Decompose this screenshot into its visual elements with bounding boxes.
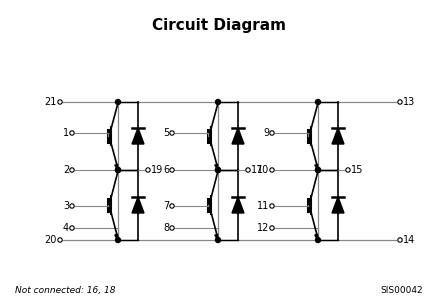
Polygon shape — [132, 197, 144, 213]
Text: 4: 4 — [63, 223, 69, 233]
Text: 5: 5 — [163, 128, 169, 138]
Polygon shape — [215, 234, 218, 240]
Circle shape — [398, 238, 402, 242]
Circle shape — [246, 168, 250, 172]
Circle shape — [215, 167, 220, 173]
Text: 3: 3 — [63, 201, 69, 211]
Polygon shape — [115, 164, 118, 170]
Circle shape — [215, 237, 220, 242]
Circle shape — [116, 167, 120, 173]
Text: 13: 13 — [403, 97, 415, 107]
Circle shape — [116, 167, 120, 173]
Circle shape — [170, 131, 174, 135]
Circle shape — [116, 99, 120, 105]
Text: 17: 17 — [251, 165, 263, 175]
Text: 7: 7 — [163, 201, 169, 211]
Circle shape — [215, 99, 220, 105]
Polygon shape — [232, 128, 244, 144]
Text: SIS00042: SIS00042 — [380, 286, 423, 295]
Text: 8: 8 — [163, 223, 169, 233]
Text: 10: 10 — [257, 165, 269, 175]
Circle shape — [398, 100, 402, 104]
Text: 14: 14 — [403, 235, 415, 245]
Polygon shape — [315, 234, 318, 240]
Circle shape — [315, 167, 321, 173]
Text: Not connected: 16, 18: Not connected: 16, 18 — [15, 286, 116, 295]
Circle shape — [346, 168, 350, 172]
Polygon shape — [332, 197, 344, 213]
Polygon shape — [332, 128, 344, 144]
Text: 15: 15 — [351, 165, 364, 175]
Circle shape — [70, 168, 74, 172]
Polygon shape — [132, 128, 144, 144]
Circle shape — [70, 226, 74, 230]
Circle shape — [58, 238, 62, 242]
Text: 2: 2 — [63, 165, 69, 175]
Circle shape — [70, 204, 74, 208]
Circle shape — [170, 168, 174, 172]
Polygon shape — [315, 164, 318, 170]
Circle shape — [116, 237, 120, 242]
Text: 19: 19 — [151, 165, 163, 175]
Polygon shape — [232, 197, 244, 213]
Circle shape — [58, 100, 62, 104]
Polygon shape — [115, 234, 118, 240]
Text: Circuit Diagram: Circuit Diagram — [152, 18, 286, 33]
Text: 11: 11 — [257, 201, 269, 211]
Circle shape — [215, 167, 220, 173]
Circle shape — [315, 237, 321, 242]
Text: 1: 1 — [63, 128, 69, 138]
Text: 9: 9 — [263, 128, 269, 138]
Circle shape — [146, 168, 150, 172]
Text: 20: 20 — [45, 235, 57, 245]
Text: 21: 21 — [45, 97, 57, 107]
Circle shape — [270, 168, 274, 172]
Circle shape — [170, 226, 174, 230]
Circle shape — [270, 204, 274, 208]
Circle shape — [70, 131, 74, 135]
Circle shape — [270, 226, 274, 230]
Circle shape — [315, 167, 321, 173]
Circle shape — [315, 99, 321, 105]
Circle shape — [170, 204, 174, 208]
Text: 12: 12 — [257, 223, 269, 233]
Text: 6: 6 — [163, 165, 169, 175]
Circle shape — [270, 131, 274, 135]
Polygon shape — [215, 164, 218, 170]
